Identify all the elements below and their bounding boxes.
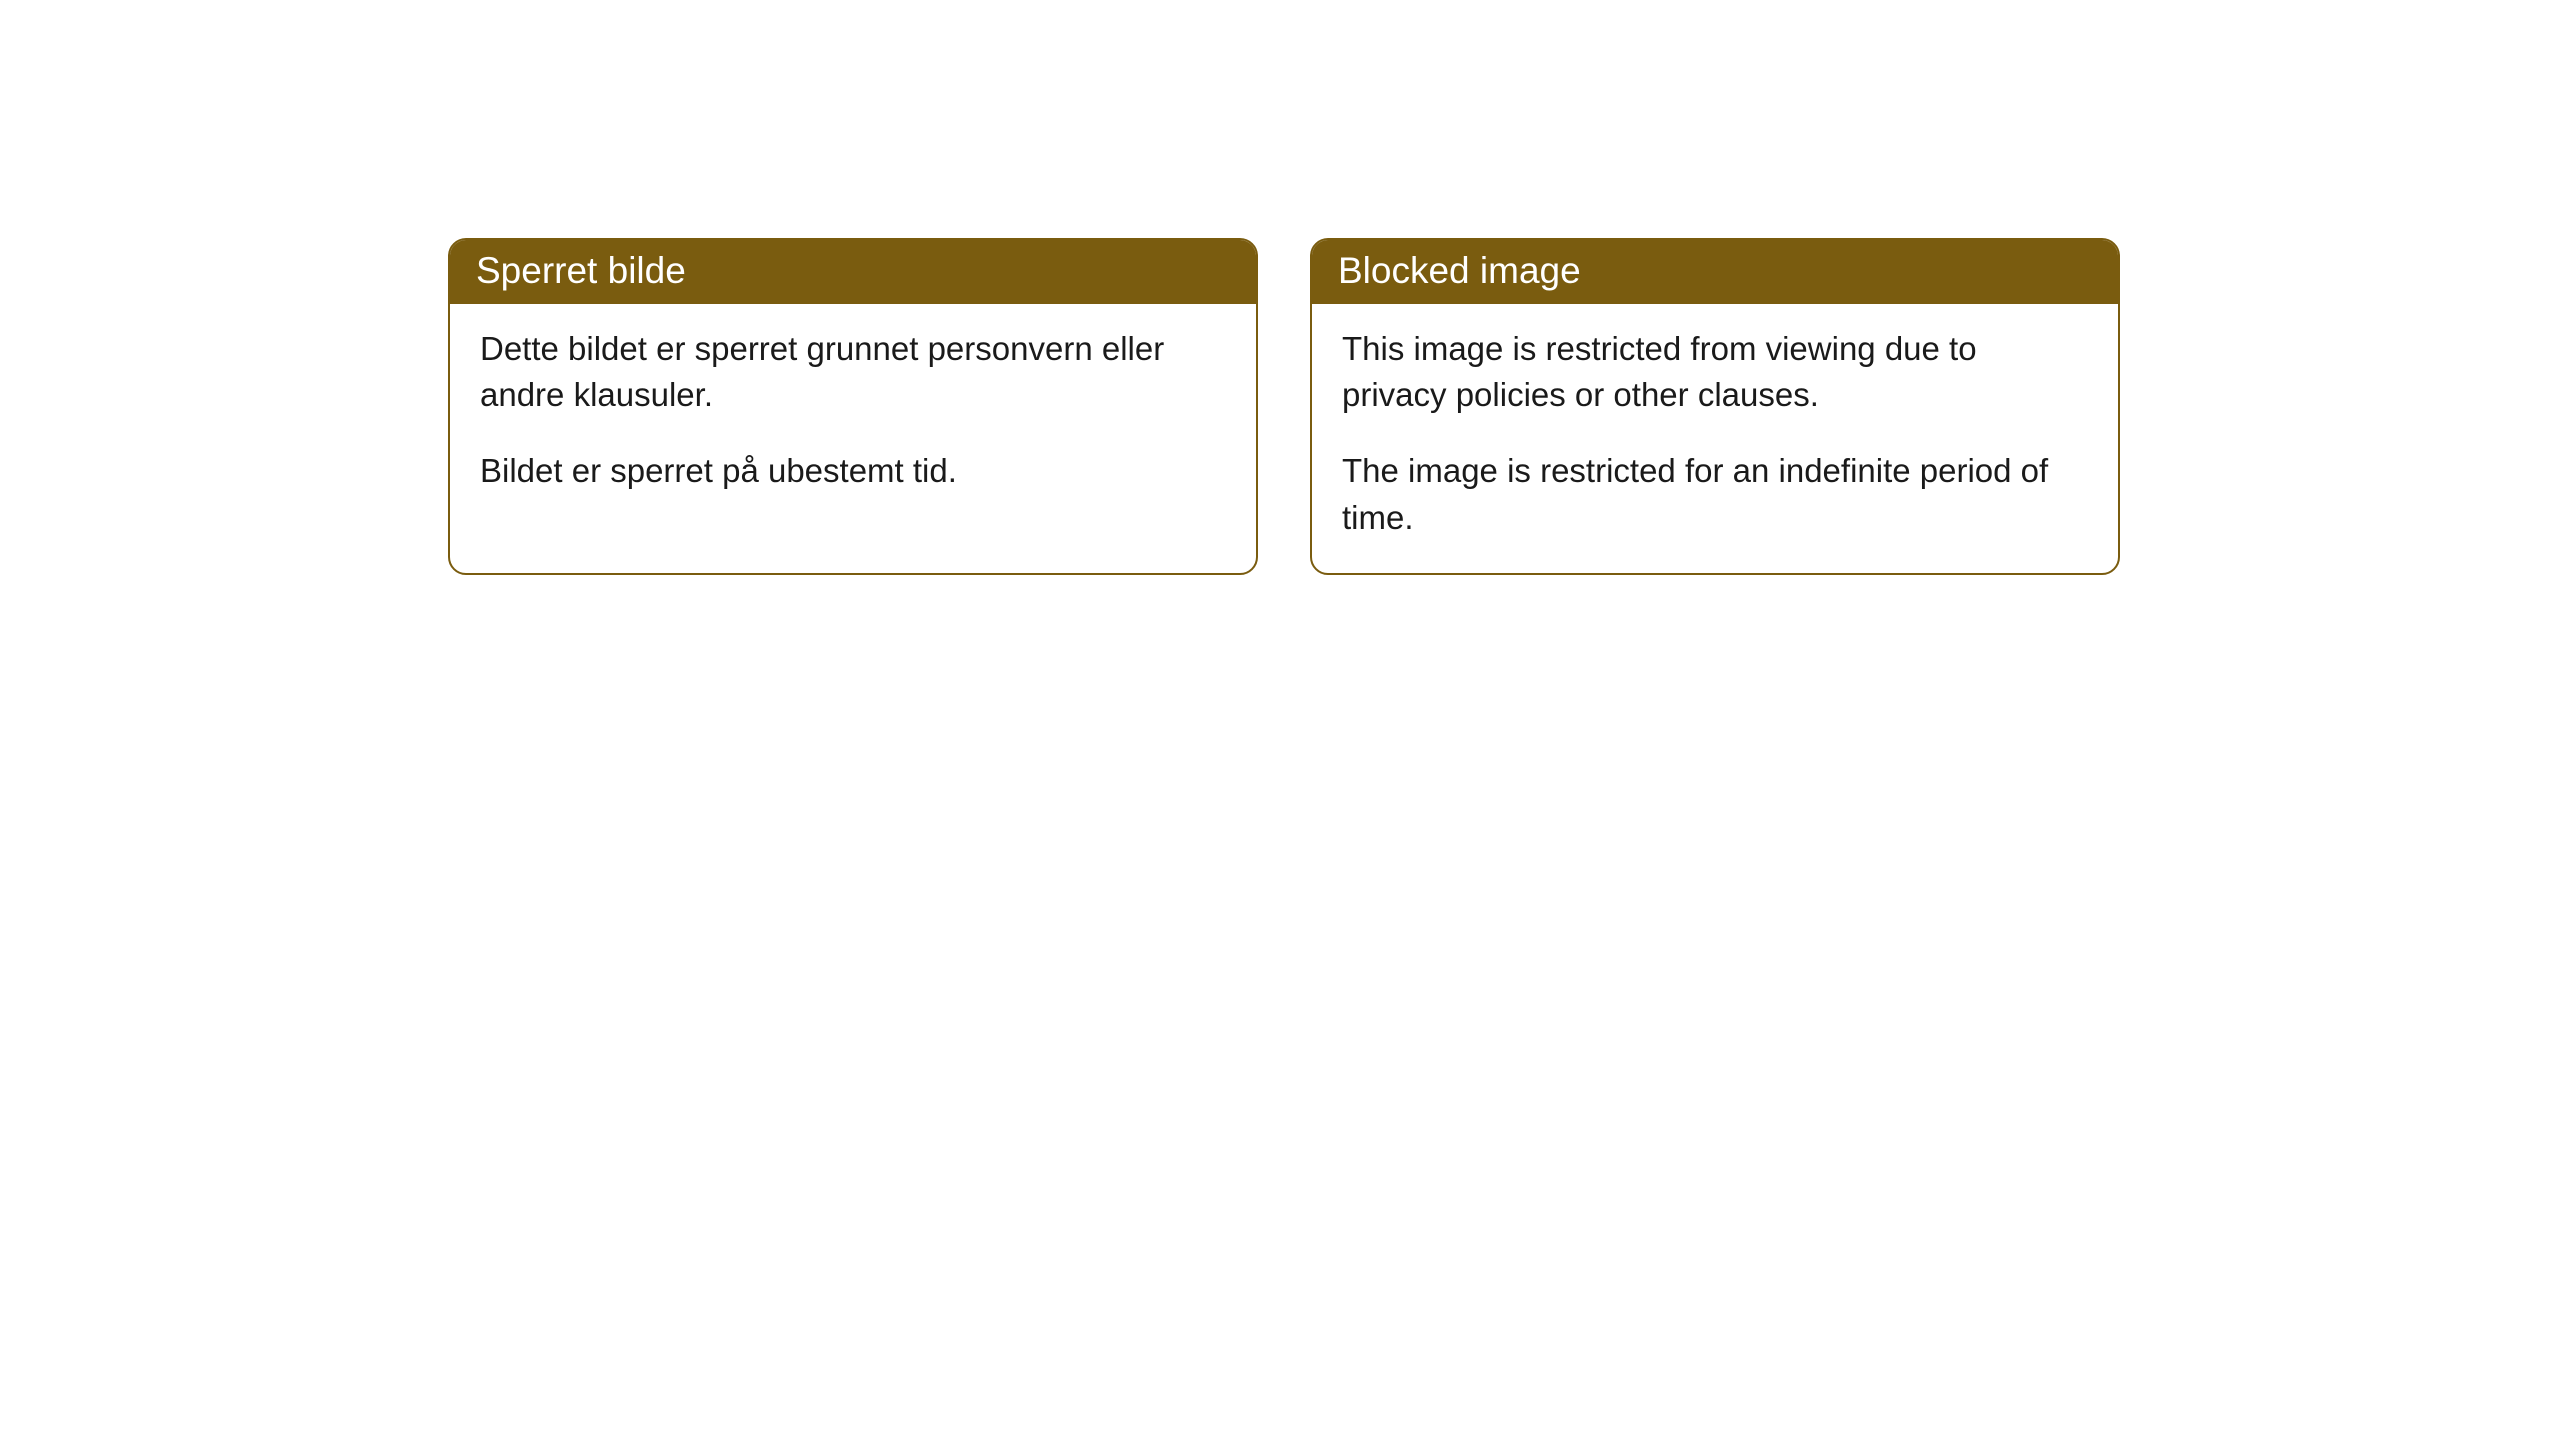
card-header: Sperret bilde (450, 240, 1256, 304)
card-body: Dette bildet er sperret grunnet personve… (450, 304, 1256, 527)
blocked-image-card-en: Blocked image This image is restricted f… (1310, 238, 2120, 575)
card-header: Blocked image (1312, 240, 2118, 304)
blocked-image-card-no: Sperret bilde Dette bildet er sperret gr… (448, 238, 1258, 575)
card-paragraph: The image is restricted for an indefinit… (1342, 448, 2088, 540)
cards-container: Sperret bilde Dette bildet er sperret gr… (0, 0, 2560, 575)
card-paragraph: Bildet er sperret på ubestemt tid. (480, 448, 1226, 494)
card-paragraph: Dette bildet er sperret grunnet personve… (480, 326, 1226, 418)
card-paragraph: This image is restricted from viewing du… (1342, 326, 2088, 418)
card-body: This image is restricted from viewing du… (1312, 304, 2118, 573)
